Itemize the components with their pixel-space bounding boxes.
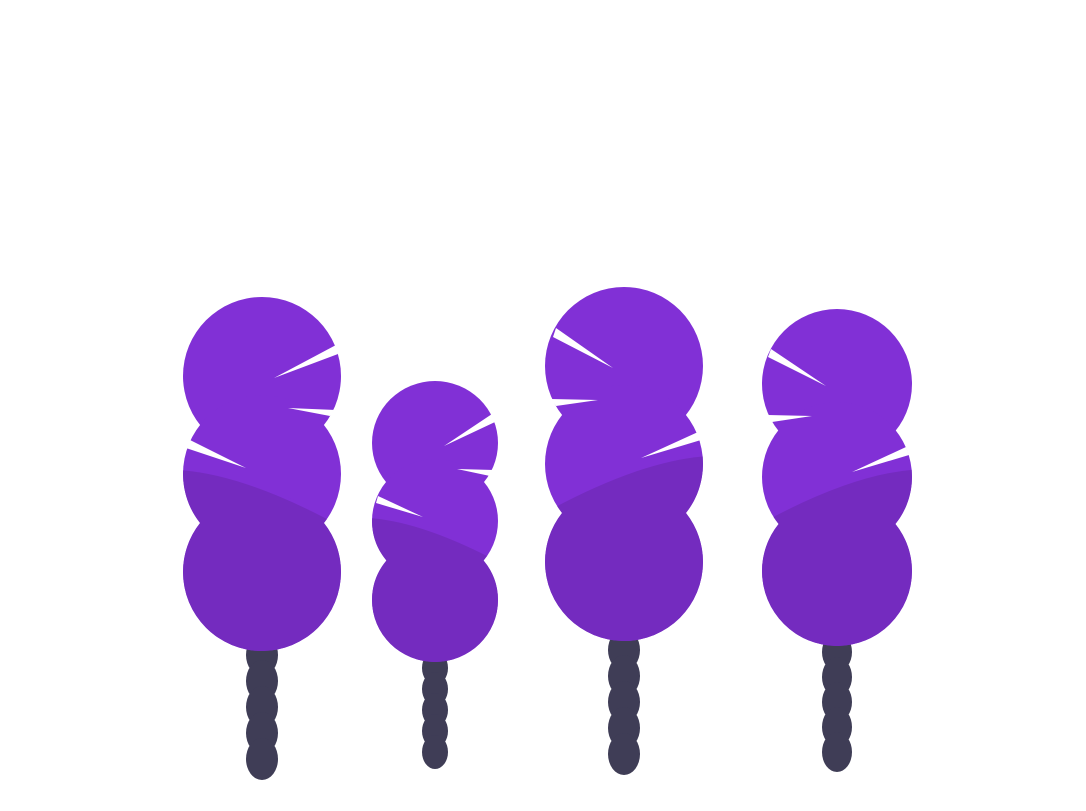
foliage-notch	[768, 415, 812, 422]
foliage	[762, 309, 912, 646]
foliage	[372, 381, 498, 662]
trunk	[422, 651, 448, 769]
foliage-shadow	[762, 469, 912, 646]
foliage-notch	[641, 432, 701, 458]
foliage	[545, 287, 703, 641]
foliage-notch	[288, 408, 336, 416]
trunk-segment	[246, 738, 278, 780]
trunk-segment	[608, 733, 640, 775]
trunk-segment	[822, 732, 852, 772]
foliage-notch	[852, 447, 909, 472]
trunk	[822, 632, 852, 772]
tree-1	[183, 297, 341, 780]
tree-3	[545, 287, 703, 775]
foliage-notch	[551, 399, 598, 406]
foliage-shadow	[183, 470, 341, 651]
foliage	[183, 297, 341, 651]
trunk-segment	[422, 735, 448, 769]
tree-4	[762, 309, 912, 772]
tree-2	[372, 381, 498, 769]
foliage-notch	[274, 345, 338, 378]
foliage-notch	[553, 328, 613, 368]
trunk	[246, 634, 278, 780]
foliage-shadow	[545, 456, 703, 641]
foliage-notch	[768, 349, 826, 386]
foliage-notch	[457, 469, 494, 476]
foliage-notch	[444, 414, 495, 446]
foliage-shadow	[372, 517, 498, 662]
trunk	[608, 629, 640, 775]
foliage-notch	[186, 440, 246, 468]
foliage-notch	[376, 496, 423, 517]
trees-group	[183, 287, 912, 780]
